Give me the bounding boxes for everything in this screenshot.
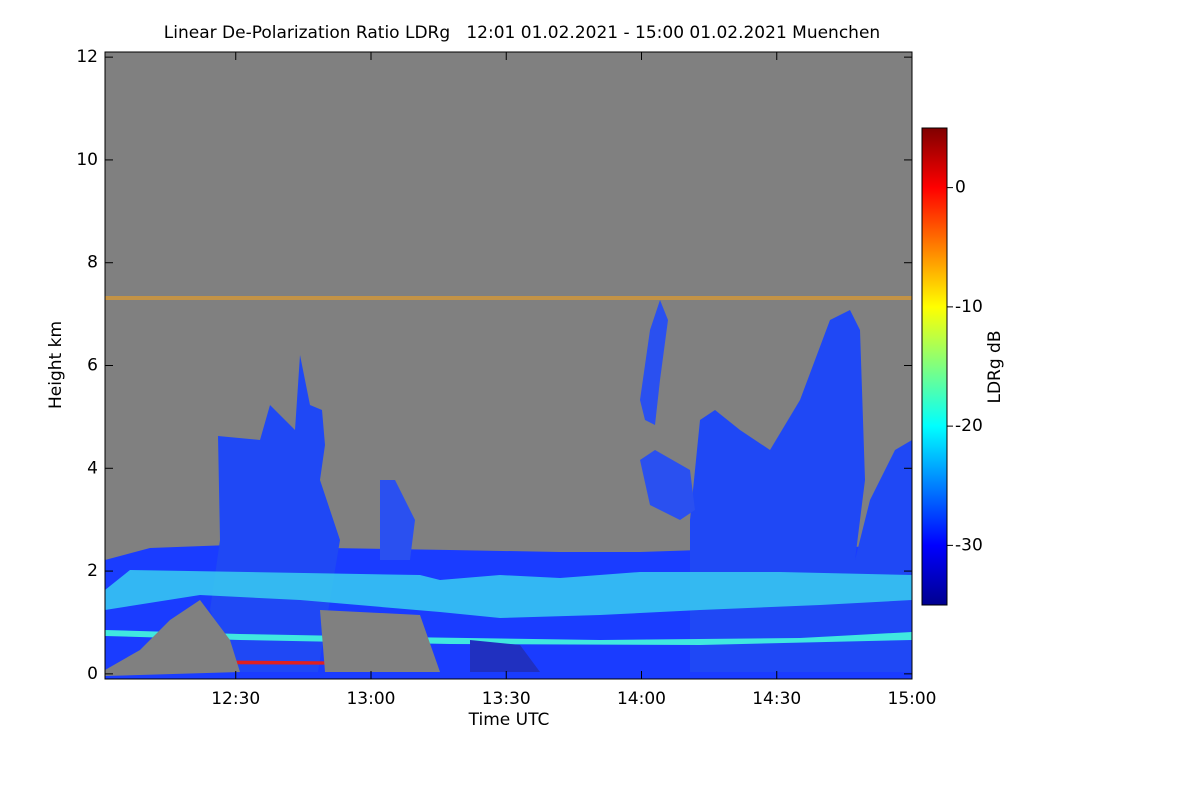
y-tick-label: 4 (87, 458, 98, 478)
colorbar-tick-label: -20 (955, 416, 983, 436)
colorbar-tick-label: -30 (955, 535, 983, 555)
x-tick-label: 15:00 (888, 689, 937, 709)
x-tick-label: 14:00 (617, 689, 666, 709)
y-tick-label: 8 (87, 253, 98, 273)
x-tick-label: 14:30 (752, 689, 801, 709)
colorbar (921, 127, 948, 606)
colorbar-tick-label: -10 (955, 297, 983, 317)
y-tick-label: 2 (87, 561, 98, 581)
x-tick-label: 13:00 (346, 689, 395, 709)
colorbar-tick-label: 0 (955, 178, 966, 198)
y-tick-label: 6 (87, 356, 98, 376)
heatmap-image (105, 52, 912, 679)
colorbar-label: LDRg dB (985, 330, 1005, 403)
chart-title: Linear De-Polarization Ratio LDRg 12:01 … (164, 23, 880, 43)
x-axis-label: Time UTC (468, 710, 550, 730)
y-tick-label: 12 (76, 47, 98, 67)
x-tick-label: 12:30 (211, 689, 260, 709)
y-tick-label: 10 (76, 150, 98, 170)
y-tick-label: 0 (87, 664, 98, 684)
y-axis-label: Height km (46, 321, 66, 409)
x-tick-label: 13:30 (482, 689, 531, 709)
